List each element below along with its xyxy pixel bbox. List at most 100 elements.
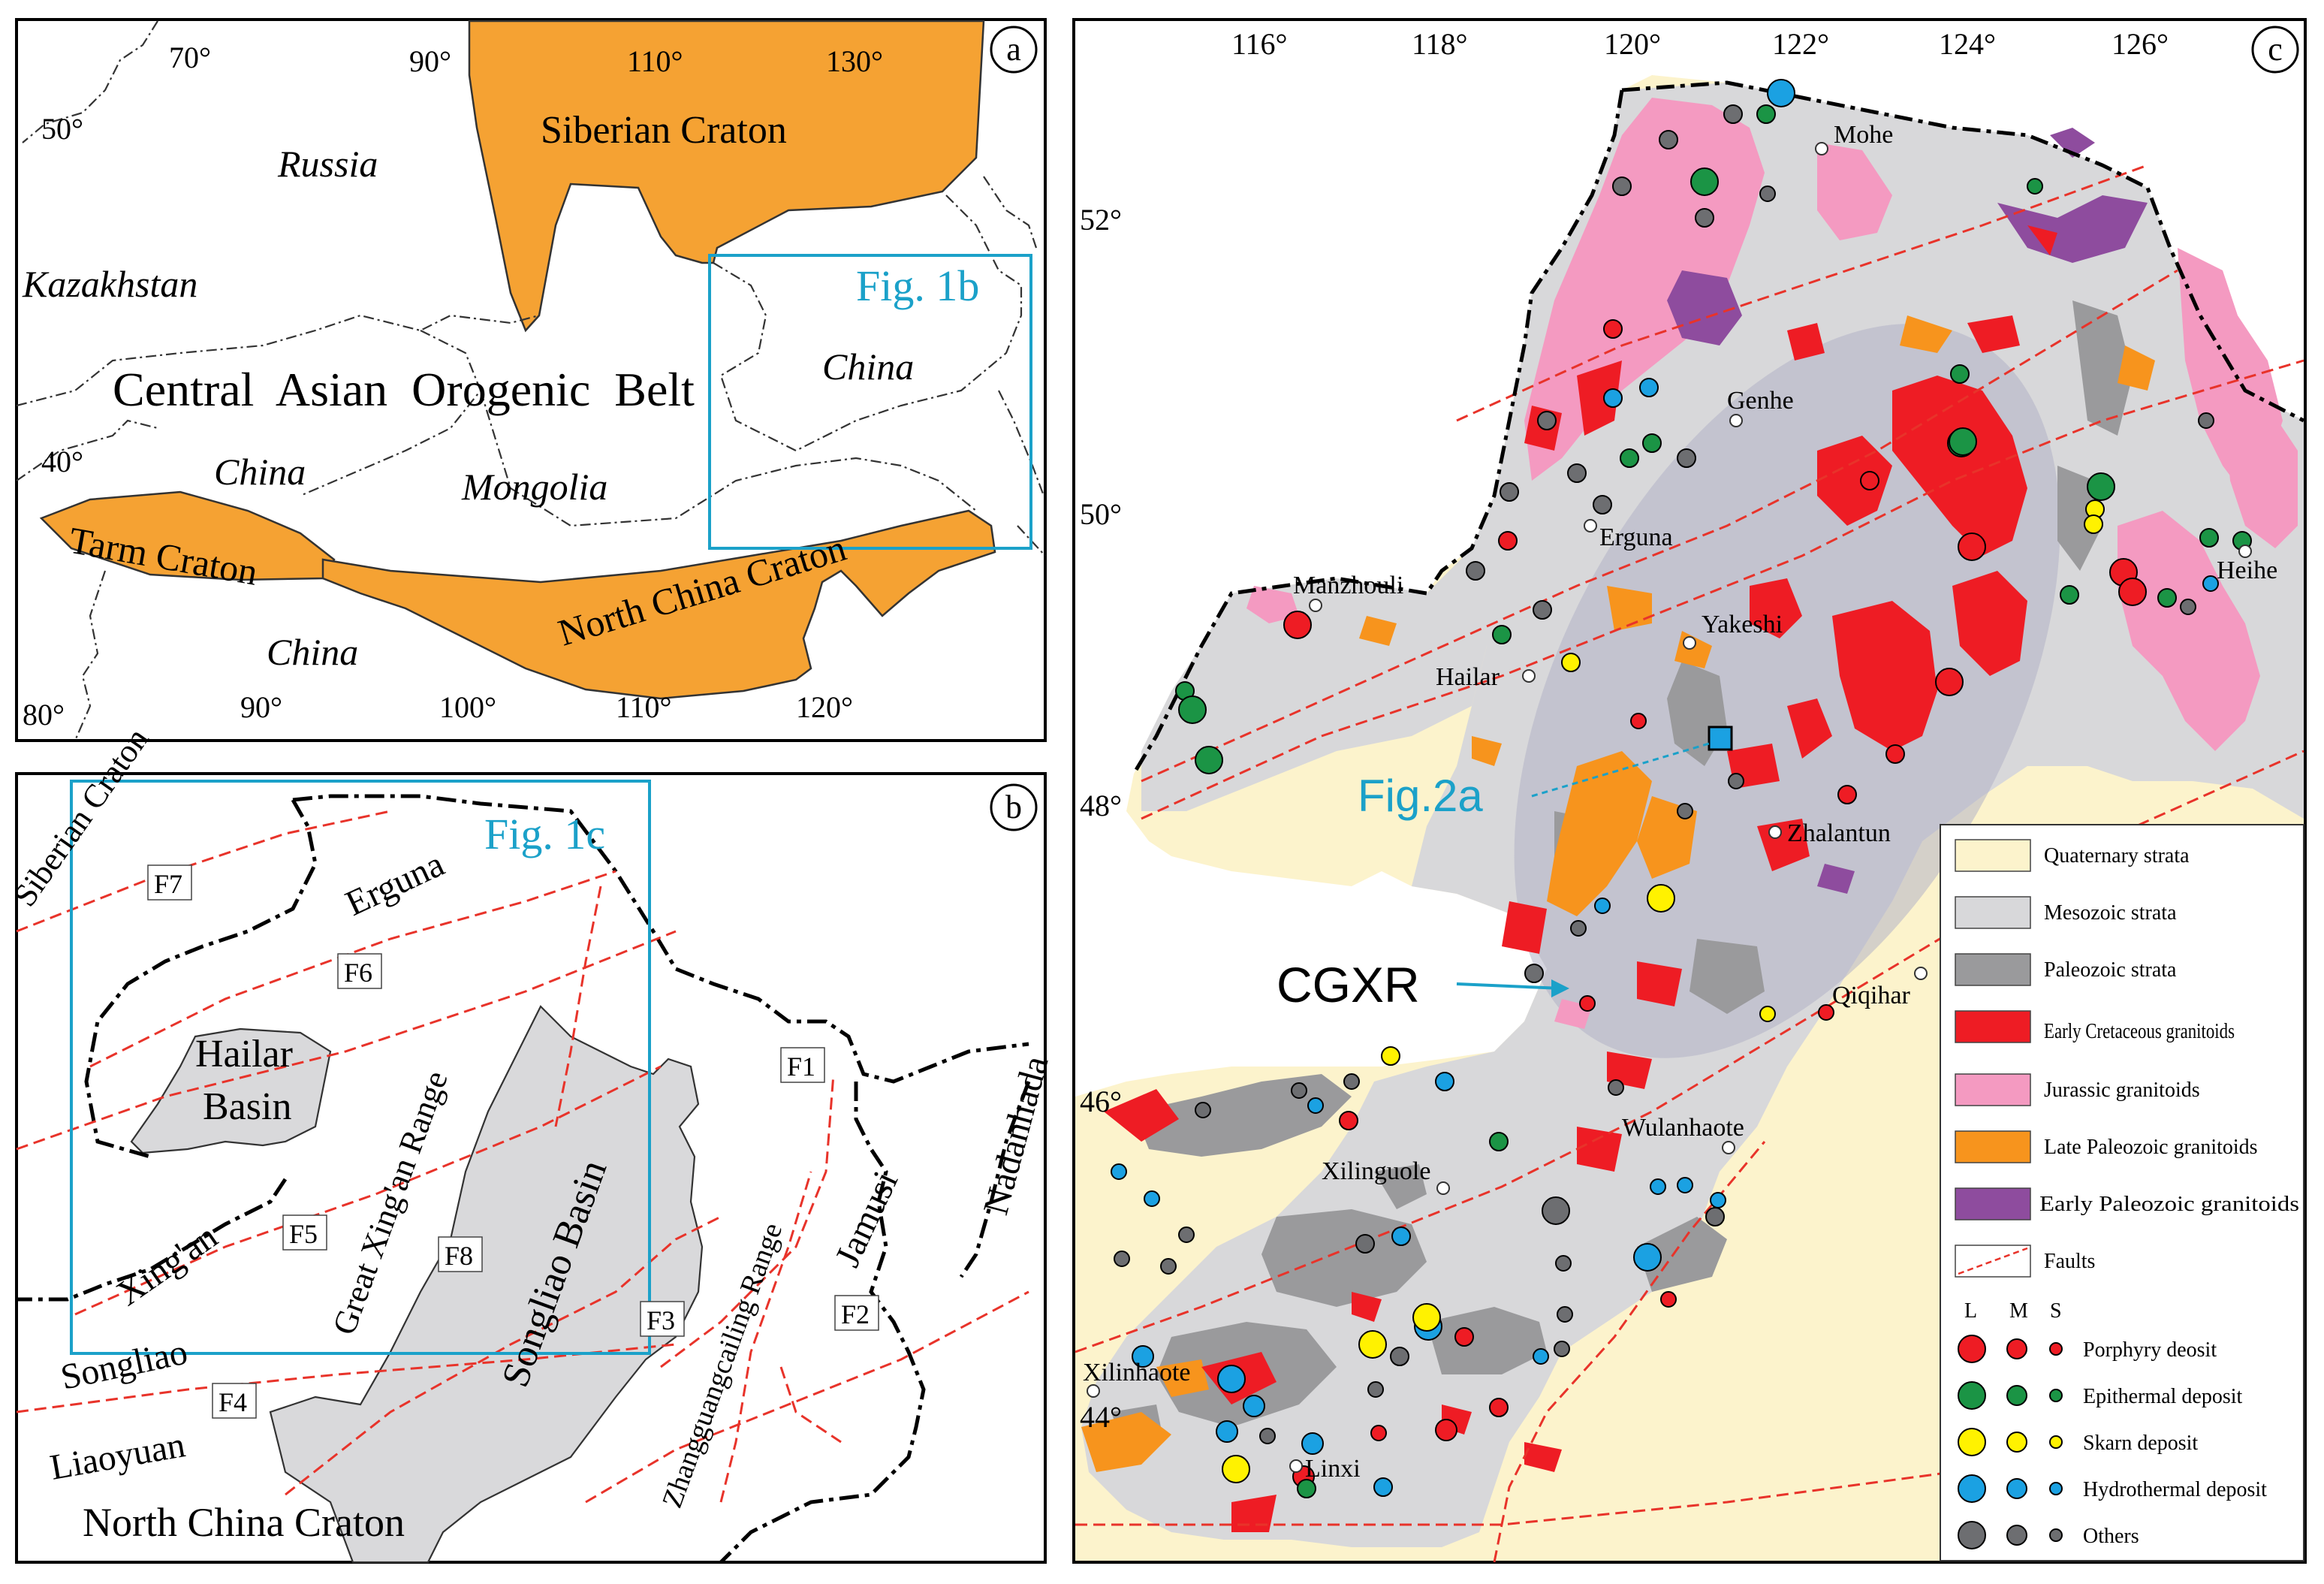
legend-early-cretaceous: Early Cretaceous granitoids [2044,1020,2235,1043]
genhe-marker [1729,414,1743,427]
legend-epithermal: Epithermal deposit [2083,1385,2243,1408]
legend-fault-line [1958,1247,2028,1275]
fault-f1-box [780,1047,825,1083]
fault-f7: F7 [154,869,182,899]
china-border-west [1132,89,1624,775]
city-heihe: Heihe [2217,557,2277,584]
fig-1b-label: Fig. 1b [856,261,979,310]
legend-swatch-faults [1955,1245,2031,1278]
deposit [1343,1073,1360,1090]
c-lon-124: 124° [1939,27,1996,61]
deposit [1620,448,1639,468]
deposit [1178,695,1207,724]
deposit [1533,1348,1549,1365]
deposit [1608,1079,1624,1096]
early-cretaceous-granitoids [1104,225,2057,1532]
deposit [1537,411,1557,430]
legend-hydrothermal-l [1958,1474,1986,1503]
deposit [1650,1178,1666,1195]
city-mohe: Mohe [1834,121,1893,149]
deposit [1144,1190,1160,1207]
city-hailar: Hailar [1436,663,1500,691]
panel-c-letter: c [2268,31,2283,68]
deposit [1659,130,1678,149]
legend-others: Others [2083,1525,2139,1548]
deposit [1690,167,1719,196]
legend-skarn-s [2049,1435,2063,1449]
deposit [1710,1192,1726,1208]
deposit [2180,599,2196,615]
panel-a-letter-circle [990,26,1038,74]
deposit [1291,1082,1307,1099]
lon-tick-90: 90° [409,44,451,78]
deposit [1885,744,1905,764]
legend-swatch-jurassic [1955,1073,2031,1106]
legend-skarn-l [1958,1428,1986,1456]
deposit [1391,1226,1411,1246]
deposit [1297,1479,1316,1498]
deposit [1818,1004,1834,1021]
c-lon-118: 118° [1412,27,1468,61]
legend-deposit-symbols [1958,1335,2063,1549]
deposit [1570,920,1587,937]
legend-epithermal-m [2006,1385,2027,1406]
legend-paleozoic: Paleozoic strata [2044,958,2177,982]
deposit [1723,104,1743,124]
panel-c-letter-circle [2251,26,2299,74]
legend-skarn-m [2006,1432,2027,1453]
legend-hydrothermal-m [2006,1478,2027,1499]
legend-swatch-mesozoic [1955,896,2031,929]
cgxr-arrow [1456,982,1563,990]
fault-f5: F5 [289,1219,318,1249]
deposit [1561,653,1581,672]
deposit [1705,1207,1725,1226]
c-lon-122: 122° [1772,27,1829,61]
legend-hydrothermal: Hydrothermal deposit [2083,1478,2267,1501]
fig-2a-marker [1708,726,1733,751]
deposit [2087,472,2115,501]
legend-mesozoic: Mesozoic strata [2044,901,2177,925]
deposit [1498,531,1518,551]
deposit [1114,1251,1130,1267]
yakeshi-marker [1683,636,1696,650]
fig-1c-inset-frame [70,780,651,1355]
legend-size-l: L [1964,1299,1977,1323]
deposit [1567,463,1587,483]
deposit [1612,177,1632,196]
legend-quaternary: Quaternary strata [2044,844,2190,867]
fault-f4-box [212,1383,257,1419]
qiqihar-marker [1914,967,1928,980]
panel-a: a 70° 90° 110° 130° 50° 40° 80° 90° 100°… [15,18,1047,742]
fault-f7-box [147,864,192,901]
mohe-marker [1815,142,1828,155]
deposit [1111,1163,1127,1180]
china-east-label: China [822,345,914,388]
panel-c-ticks: 116° 118° 120° 122° 124° 126° 52° 50° 48… [1080,27,2169,1434]
legend-others-m [2006,1525,2027,1546]
zhalantun-marker [1768,825,1782,839]
legend-swatch-quaternary [1955,839,2031,872]
lon-tick-110: 110° [627,44,683,78]
deposit [1633,1243,1662,1272]
c-lat-44: 44° [1080,1400,1122,1434]
legend-swatch-paleozoic [1955,953,2031,986]
deposit [1759,186,1776,202]
outside-china-area [1075,21,2304,1097]
fault-labels: F1 F2 F3 F4 F5 F6 F7 F8 [147,864,879,1419]
deposit [1630,713,1647,729]
legend-swatch-early-paleozoic [1955,1187,2031,1220]
deposit [1759,1006,1776,1022]
legend-others-s [2049,1528,2063,1542]
fault-f1: F1 [787,1051,815,1082]
fig-2a-label: Fig.2a [1358,771,1483,821]
legend-size-m: M [2009,1299,2028,1323]
c-lat-52: 52° [1080,203,1122,237]
deposit [1949,427,1977,456]
deposit [1647,884,1675,913]
deposit [1500,482,1519,502]
c-lon-126: 126° [2111,27,2169,61]
city-manzhouli: Manzhouli [1293,572,1403,599]
fault-f6-box [337,953,382,989]
c-lat-50: 50° [1080,497,1122,531]
deposit [1950,364,1970,384]
